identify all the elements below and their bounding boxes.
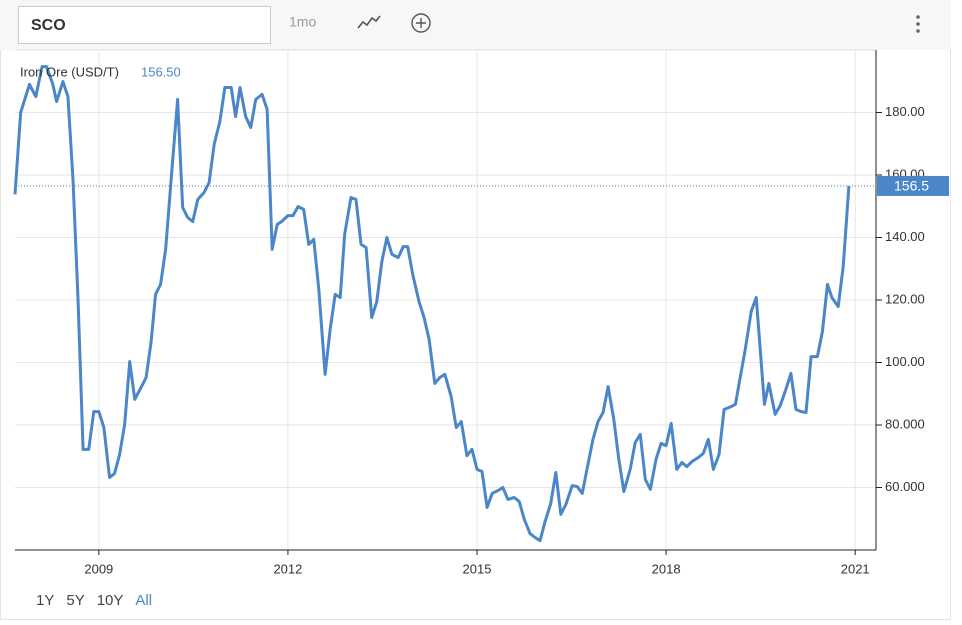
y-tick-label: 180.00 — [885, 104, 925, 119]
y-tick-label: 100.00 — [885, 354, 925, 369]
legend-name: Iron Ore (USD/T) — [20, 64, 119, 79]
x-tick-label: 2021 — [841, 561, 870, 576]
plot — [13, 50, 876, 550]
range-button[interactable]: 5Y — [66, 592, 84, 609]
range-button[interactable]: 1Y — [36, 592, 54, 609]
y-tick-label: 140.00 — [885, 229, 925, 244]
add-icon[interactable] — [411, 13, 431, 33]
menu-icon[interactable] — [916, 15, 920, 33]
range-button[interactable]: All — [135, 592, 152, 609]
last-value-badge — [877, 175, 949, 196]
symbol-input[interactable] — [18, 6, 271, 44]
y-tick-label: 120.00 — [885, 291, 925, 306]
legend-value: 156.50 — [141, 64, 181, 79]
symbol-text: SCO — [31, 17, 66, 34]
x-tick-label: 2015 — [463, 561, 492, 576]
y-tick-label: 80.000 — [885, 416, 925, 431]
x-tick-label: 2012 — [273, 561, 302, 576]
interval-button[interactable]: 1mo — [289, 14, 316, 30]
add-icon-plus — [416, 18, 426, 28]
x-tick-label: 2018 — [652, 561, 681, 576]
range-button[interactable]: 10Y — [97, 592, 124, 609]
chart-type-icon[interactable] — [357, 15, 381, 29]
x-tick-label: 2009 — [84, 561, 113, 576]
last-value-label: 156.5 — [894, 178, 929, 194]
y-tick-label: 60.000 — [885, 479, 925, 494]
range-buttons: 1Y 5Y 10Y All — [36, 592, 152, 609]
price-line — [13, 65, 851, 543]
